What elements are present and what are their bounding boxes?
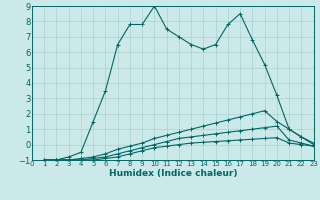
X-axis label: Humidex (Indice chaleur): Humidex (Indice chaleur) [108,169,237,178]
